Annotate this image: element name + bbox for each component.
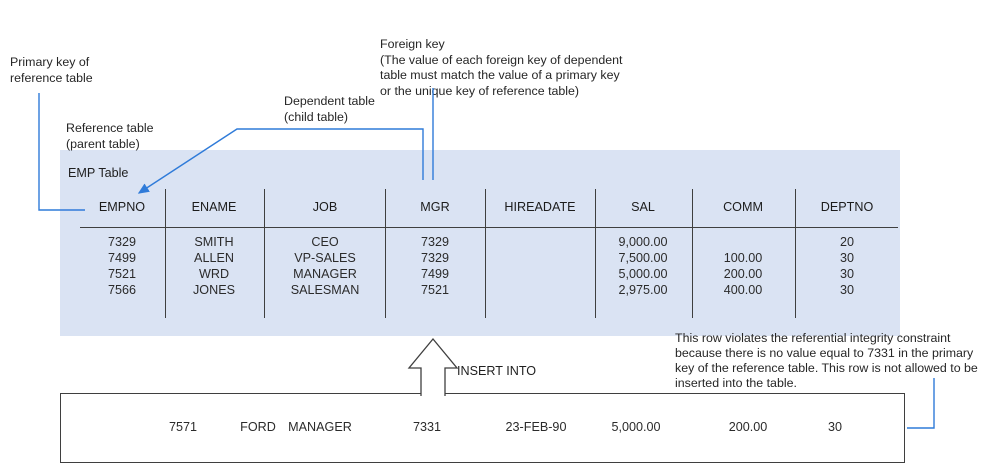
insert-cell: 7331 (412, 420, 442, 434)
emp-header-empno: EMPNO (98, 200, 146, 214)
emp-column-separator (595, 189, 597, 318)
emp-column-separator (385, 189, 387, 318)
emp-cell: CEO (311, 235, 339, 249)
emp-cell: 30 (839, 267, 855, 281)
insert-cell: FORD (240, 420, 276, 434)
emp-cell: 7,500.00 (618, 251, 668, 265)
emp-cell: 7521 (420, 283, 450, 297)
emp-cell: SMITH (194, 235, 234, 249)
emp-cell: 200.00 (723, 267, 763, 281)
primary-key-note: Primary key of reference table (10, 55, 93, 85)
insert-row-box (60, 393, 905, 463)
emp-cell: 30 (839, 283, 855, 297)
emp-cell: VP-SALES (294, 251, 356, 265)
dependent-table-note: Dependent table (child table) (284, 94, 375, 124)
insert-cell: 200.00 (728, 420, 768, 434)
emp-cell: 20 (839, 235, 855, 249)
emp-table-title: EMP Table (68, 166, 129, 180)
emp-cell: ALLEN (194, 251, 234, 265)
emp-cell: 5,000.00 (618, 267, 668, 281)
emp-column-separator (795, 189, 797, 318)
emp-header-deptno: DEPTNO (820, 200, 874, 214)
violation-note: This row violates the referential integr… (675, 331, 978, 390)
emp-cell: 30 (839, 251, 855, 265)
emp-table-band (60, 150, 900, 336)
emp-cell: WRD (198, 267, 230, 281)
emp-column-separator (692, 189, 694, 318)
emp-cell: 7329 (107, 235, 137, 249)
emp-header-hireadate: HIREADATE (504, 200, 576, 214)
emp-header-sal: SAL (631, 200, 655, 214)
insert-cell: 5,000.00 (611, 420, 661, 434)
emp-cell: 7329 (420, 251, 450, 265)
emp-cell: 7521 (107, 267, 137, 281)
emp-header-job: JOB (312, 200, 338, 214)
emp-cell: 400.00 (723, 283, 763, 297)
insert-into-label: INSERT INTO (457, 364, 537, 378)
emp-cell: JONES (193, 283, 235, 297)
emp-header-mgr: MGR (420, 200, 450, 214)
emp-header-comm: COMM (723, 200, 763, 214)
emp-cell: 7566 (107, 283, 137, 297)
insert-cell: 30 (827, 420, 843, 434)
emp-cell: 2,975.00 (618, 283, 668, 297)
emp-cell: 7329 (420, 235, 450, 249)
insert-up-arrow-icon (407, 337, 459, 396)
reference-table-note: Reference table (parent table) (66, 121, 154, 151)
insert-cell: MANAGER (288, 420, 352, 434)
emp-column-separator (165, 189, 167, 318)
emp-cell: 9,000.00 (618, 235, 668, 249)
emp-header-underline (80, 227, 898, 229)
emp-cell: 100.00 (723, 251, 763, 265)
emp-column-separator (485, 189, 487, 318)
emp-header-ename: ENAME (191, 200, 237, 214)
emp-column-separator (264, 189, 266, 318)
insert-cell: 7571 (168, 420, 198, 434)
emp-cell: SALESMAN (290, 283, 360, 297)
emp-cell: MANAGER (293, 267, 357, 281)
foreign-key-note: Foreign key (The value of each foreign k… (380, 37, 623, 98)
emp-cell: 7499 (420, 267, 450, 281)
emp-cell: 7499 (107, 251, 137, 265)
insert-cell: 23-FEB-90 (505, 420, 567, 434)
